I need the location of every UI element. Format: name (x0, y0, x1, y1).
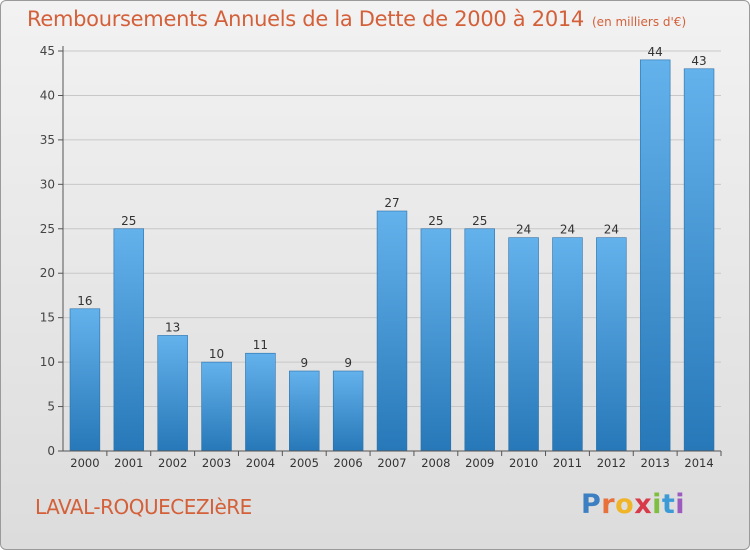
axes: 0 5 10 15 20 25 30 35 40 45 2000 2001 2002 2003 2004 20… (40, 44, 722, 470)
data-label: 24 (560, 223, 575, 237)
bar (639, 59, 671, 452)
data-label: 25 (121, 214, 136, 228)
x-tick-label: 2006 (333, 456, 362, 470)
data-label: 43 (691, 54, 706, 68)
x-tick-label: 2011 (553, 456, 582, 470)
data-label: 9 (344, 356, 352, 370)
x-tick-label: 2003 (202, 456, 231, 470)
x-tick-label: 2004 (246, 456, 275, 470)
x-tick-label: 2010 (509, 456, 538, 470)
bar (596, 237, 627, 452)
data-label: 25 (428, 214, 443, 228)
unit-label: (en milliers d'€) (592, 15, 687, 29)
logo-letter: P (581, 489, 602, 520)
logo-letter: i (675, 489, 686, 520)
y-tick-label: 35 (40, 133, 55, 147)
bar (552, 237, 583, 452)
proxiti-logo: Proxiti (581, 489, 685, 520)
data-label: 11 (253, 338, 268, 352)
bar (113, 228, 145, 452)
chart-title: Remboursements Annuels de la Dette de 20… (27, 7, 584, 31)
logo-letter: o (615, 489, 635, 520)
data-label: 25 (472, 214, 487, 228)
x-tick-label: 2007 (377, 456, 406, 470)
y-tick-label: 30 (40, 177, 55, 191)
data-label: 9 (300, 356, 308, 370)
logo-letter: t (661, 489, 676, 520)
x-tick-label: 2002 (158, 456, 187, 470)
logo-letter: x (634, 489, 653, 520)
y-tick-label: 15 (40, 311, 55, 325)
bar (289, 370, 320, 452)
bar (69, 308, 101, 452)
x-tick-label: 2000 (70, 456, 99, 470)
data-label: 24 (604, 223, 619, 237)
bar (464, 228, 495, 452)
data-label: 24 (516, 223, 531, 237)
title-row: Remboursements Annuels de la Dette de 20… (27, 7, 686, 31)
x-tick-label: 2008 (421, 456, 450, 470)
data-label: 27 (384, 196, 399, 210)
y-tick-label: 40 (40, 88, 55, 102)
bar (376, 210, 408, 452)
x-tick-label: 2009 (465, 456, 494, 470)
logo-letter: r (601, 489, 616, 520)
x-tick-label: 2014 (684, 456, 713, 470)
data-label: 10 (209, 347, 224, 361)
bar (683, 68, 715, 452)
bar (245, 352, 276, 452)
y-tick-label: 5 (47, 400, 55, 414)
bar (201, 361, 232, 452)
data-label: 13 (165, 320, 180, 334)
bars (69, 59, 715, 452)
bar (420, 228, 452, 452)
bar (508, 237, 539, 452)
data-label: 44 (648, 45, 663, 59)
y-tick-label: 45 (40, 44, 55, 58)
x-tick-label: 2013 (641, 456, 670, 470)
x-tick-label: 2001 (114, 456, 143, 470)
data-label: 16 (77, 294, 92, 308)
y-tick-label: 0 (47, 444, 55, 458)
logo-letter: i (652, 489, 662, 520)
y-tick-label: 25 (40, 222, 55, 236)
commune-name: LAVAL-ROQUECEZIèRE (35, 495, 252, 519)
bar (332, 370, 364, 452)
data-labels: 16 25 13 10 11 9 9 27 25 25 24 24 24 44 43 (77, 45, 706, 370)
x-tick-label: 2005 (290, 456, 319, 470)
x-tick-label: 2012 (597, 456, 626, 470)
y-tick-label: 20 (40, 266, 55, 280)
bar (157, 335, 188, 452)
y-tick-label: 10 (40, 355, 55, 369)
